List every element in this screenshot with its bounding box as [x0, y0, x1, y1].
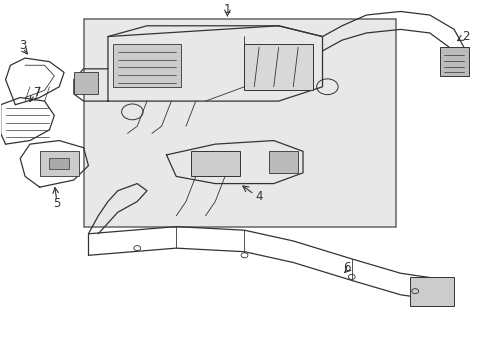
Bar [268, 151, 298, 173]
Bar [190, 151, 239, 176]
Bar [113, 44, 181, 87]
Bar [244, 44, 312, 90]
Bar [74, 72, 98, 94]
Bar [49, 158, 69, 169]
Bar [40, 151, 79, 176]
Bar [409, 277, 453, 306]
Bar [439, 47, 468, 76]
Text: 5: 5 [53, 197, 61, 210]
Text: 3: 3 [19, 39, 26, 52]
Text: 2: 2 [462, 30, 469, 43]
Bar [83, 19, 395, 226]
Text: 7: 7 [34, 86, 41, 99]
Text: 1: 1 [223, 3, 231, 16]
Text: 4: 4 [255, 190, 263, 203]
Text: 6: 6 [343, 261, 350, 274]
